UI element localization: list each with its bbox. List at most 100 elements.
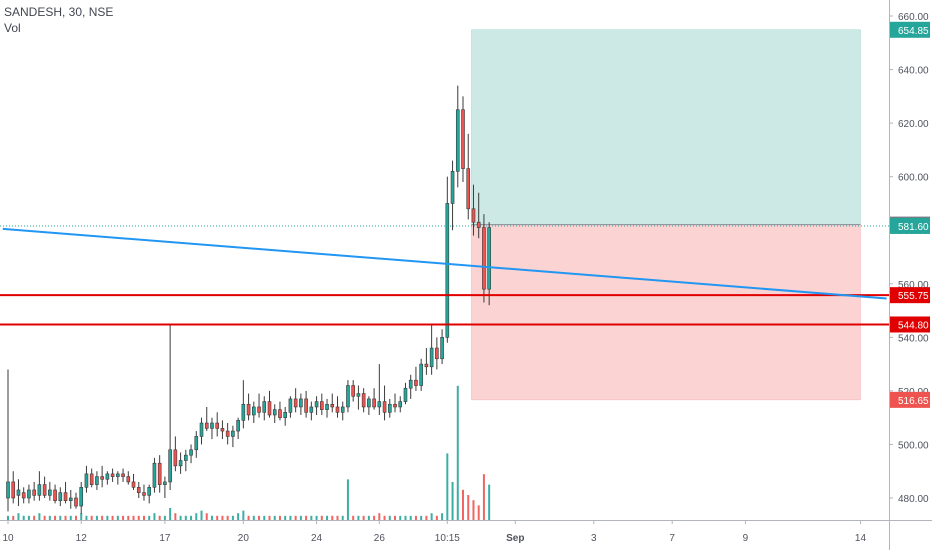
candle [361, 388, 366, 413]
candle [126, 471, 131, 485]
price-axis-label: 555.75 [890, 287, 930, 304]
long-position-loss-zone[interactable] [471, 224, 861, 401]
candle-body [272, 409, 277, 416]
candle-body [278, 409, 282, 418]
symbol-title: SANDESH, 30, NSE [4, 5, 114, 19]
candle-body [21, 492, 26, 499]
volume-bar [383, 515, 386, 521]
volume-bar [184, 515, 187, 521]
candle-body [163, 481, 167, 485]
volume-bar [425, 515, 428, 521]
volume-bar [472, 500, 475, 521]
trendline[interactable] [2, 227, 887, 300]
candle [84, 465, 89, 493]
candle [455, 85, 460, 188]
candle [372, 388, 376, 410]
candle-body [387, 403, 392, 413]
candle-body [105, 473, 110, 480]
volume-bar [237, 513, 240, 521]
price-label-bg [890, 391, 930, 408]
candle-body [293, 398, 298, 408]
candle [272, 404, 277, 424]
candle [32, 481, 36, 501]
candle [136, 481, 141, 498]
volume-bar [74, 515, 77, 521]
volume-bar [258, 515, 261, 521]
volume-bar [48, 515, 51, 521]
volume-bar [59, 515, 62, 521]
candle-body [131, 481, 136, 488]
candle-body [461, 109, 465, 169]
volume-bar [446, 453, 449, 521]
candle-body [393, 403, 397, 408]
candle-body [382, 401, 387, 413]
volume-bar [394, 515, 397, 521]
candle [225, 423, 230, 445]
price-axis-label: 516.65 [890, 391, 930, 408]
volume-bar [17, 513, 20, 521]
candle [142, 484, 146, 501]
volume-bar [27, 515, 30, 521]
candle-body [95, 476, 99, 485]
candle-body [304, 398, 308, 413]
volume-bar [320, 515, 323, 521]
volume-bar [247, 515, 250, 521]
volume-bar [90, 515, 93, 521]
x-tick-label: 26 [374, 533, 386, 544]
candle-body [110, 473, 115, 477]
candle [257, 393, 261, 418]
volume-bar [174, 513, 177, 521]
volume-bar [315, 515, 318, 521]
volume-bar [43, 515, 46, 521]
candle [163, 476, 167, 498]
volume-bar [310, 515, 313, 521]
candle [11, 471, 16, 504]
candle [351, 380, 355, 402]
candle [299, 393, 303, 415]
y-tick-label: 560.00 [898, 280, 929, 291]
candle [236, 417, 240, 440]
candle [356, 385, 361, 410]
candle-body [445, 203, 450, 338]
volume-bar [378, 513, 381, 521]
candle [278, 401, 282, 421]
volume-bar [95, 515, 98, 521]
candle-body [199, 422, 204, 437]
candle [241, 380, 246, 429]
candle [325, 398, 329, 418]
candle-body [367, 398, 371, 408]
volume-bar [331, 515, 334, 521]
candle [215, 412, 219, 437]
candle-body [168, 449, 172, 483]
candle [79, 481, 84, 515]
candle-body [351, 385, 355, 397]
candle [403, 382, 408, 405]
candle-body [398, 401, 403, 408]
volume-bar [169, 508, 172, 521]
candle-body [408, 379, 413, 389]
candle [471, 184, 476, 236]
price-axis[interactable] [889, 0, 932, 550]
indicator-label: Vol [4, 21, 21, 35]
volume-bar [284, 515, 287, 521]
candle [168, 323, 172, 490]
price-label-text: 516.65 [898, 396, 929, 407]
volume-bar [373, 515, 376, 521]
time-axis[interactable] [0, 520, 889, 550]
candle [377, 364, 382, 415]
candle [121, 468, 125, 482]
candle [199, 417, 204, 445]
price-label-text: 555.75 [898, 291, 929, 302]
volume-bar [210, 515, 213, 521]
volume-bar [477, 505, 480, 521]
candle [58, 487, 63, 507]
long-position-profit-zone[interactable] [471, 29, 861, 225]
candle-body [126, 476, 131, 483]
candle [63, 481, 68, 504]
candle-body [330, 403, 335, 408]
volume-bar [69, 515, 72, 521]
candle-body [471, 208, 476, 223]
x-tick-label: 9 [743, 533, 749, 544]
